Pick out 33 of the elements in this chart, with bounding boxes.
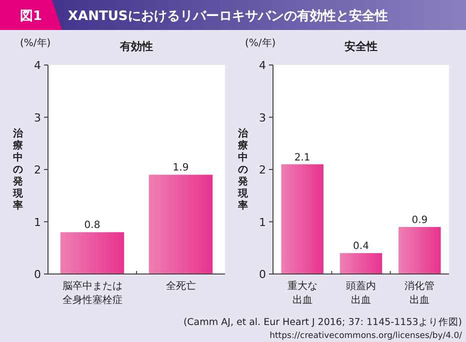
- x-tick-label: 全死亡: [166, 280, 196, 292]
- chart-title: 安全性: [344, 40, 378, 53]
- x-tick-label: 頭蓋内出血: [346, 280, 376, 306]
- chart-title: 有効性: [119, 40, 153, 53]
- y-tick-label: 3: [259, 111, 266, 124]
- x-tick-label: 重大な出血: [287, 280, 318, 306]
- text: (%/年): [20, 37, 51, 49]
- y-tick-label: 0: [259, 268, 266, 281]
- y-axis-title: 治療中の発現率: [12, 128, 24, 212]
- y-tick-label: 0: [34, 268, 41, 281]
- x-tick-label: 消化管出血: [404, 280, 435, 306]
- data-label: 0.8: [84, 220, 100, 232]
- text: XANTUSにおけるリバーロキサバンの有効性と安全性: [68, 8, 388, 24]
- y-tick-label: 2: [259, 164, 266, 176]
- y-tick-label: 1: [34, 216, 41, 229]
- bar: [340, 253, 382, 274]
- bar: [281, 164, 324, 274]
- text: https://creativecommons.org/licenses/by/4.0/: [270, 331, 462, 341]
- y-tick-label: 3: [34, 111, 41, 124]
- text: (%/年): [245, 37, 276, 49]
- y-tick-label: 4: [259, 59, 266, 72]
- y-tick-label: 2: [34, 164, 41, 176]
- y-axis-title: 治療中の発現率: [237, 128, 249, 212]
- data-label: 1.9: [172, 162, 189, 174]
- x-tick-label: 脳卒中または全身性塞栓症: [62, 280, 122, 306]
- text: (Camm AJ, et al. Eur Heart J 2016; 37: 1145-1153より作図): [183, 317, 462, 328]
- bar: [398, 226, 441, 274]
- caption: 図1: [20, 9, 42, 24]
- data-label: 2.1: [294, 152, 310, 164]
- data-label: 0.4: [353, 241, 369, 252]
- y-tick-label: 4: [34, 59, 41, 72]
- y-tick-label: 1: [259, 216, 266, 229]
- data-label: 0.9: [412, 214, 428, 226]
